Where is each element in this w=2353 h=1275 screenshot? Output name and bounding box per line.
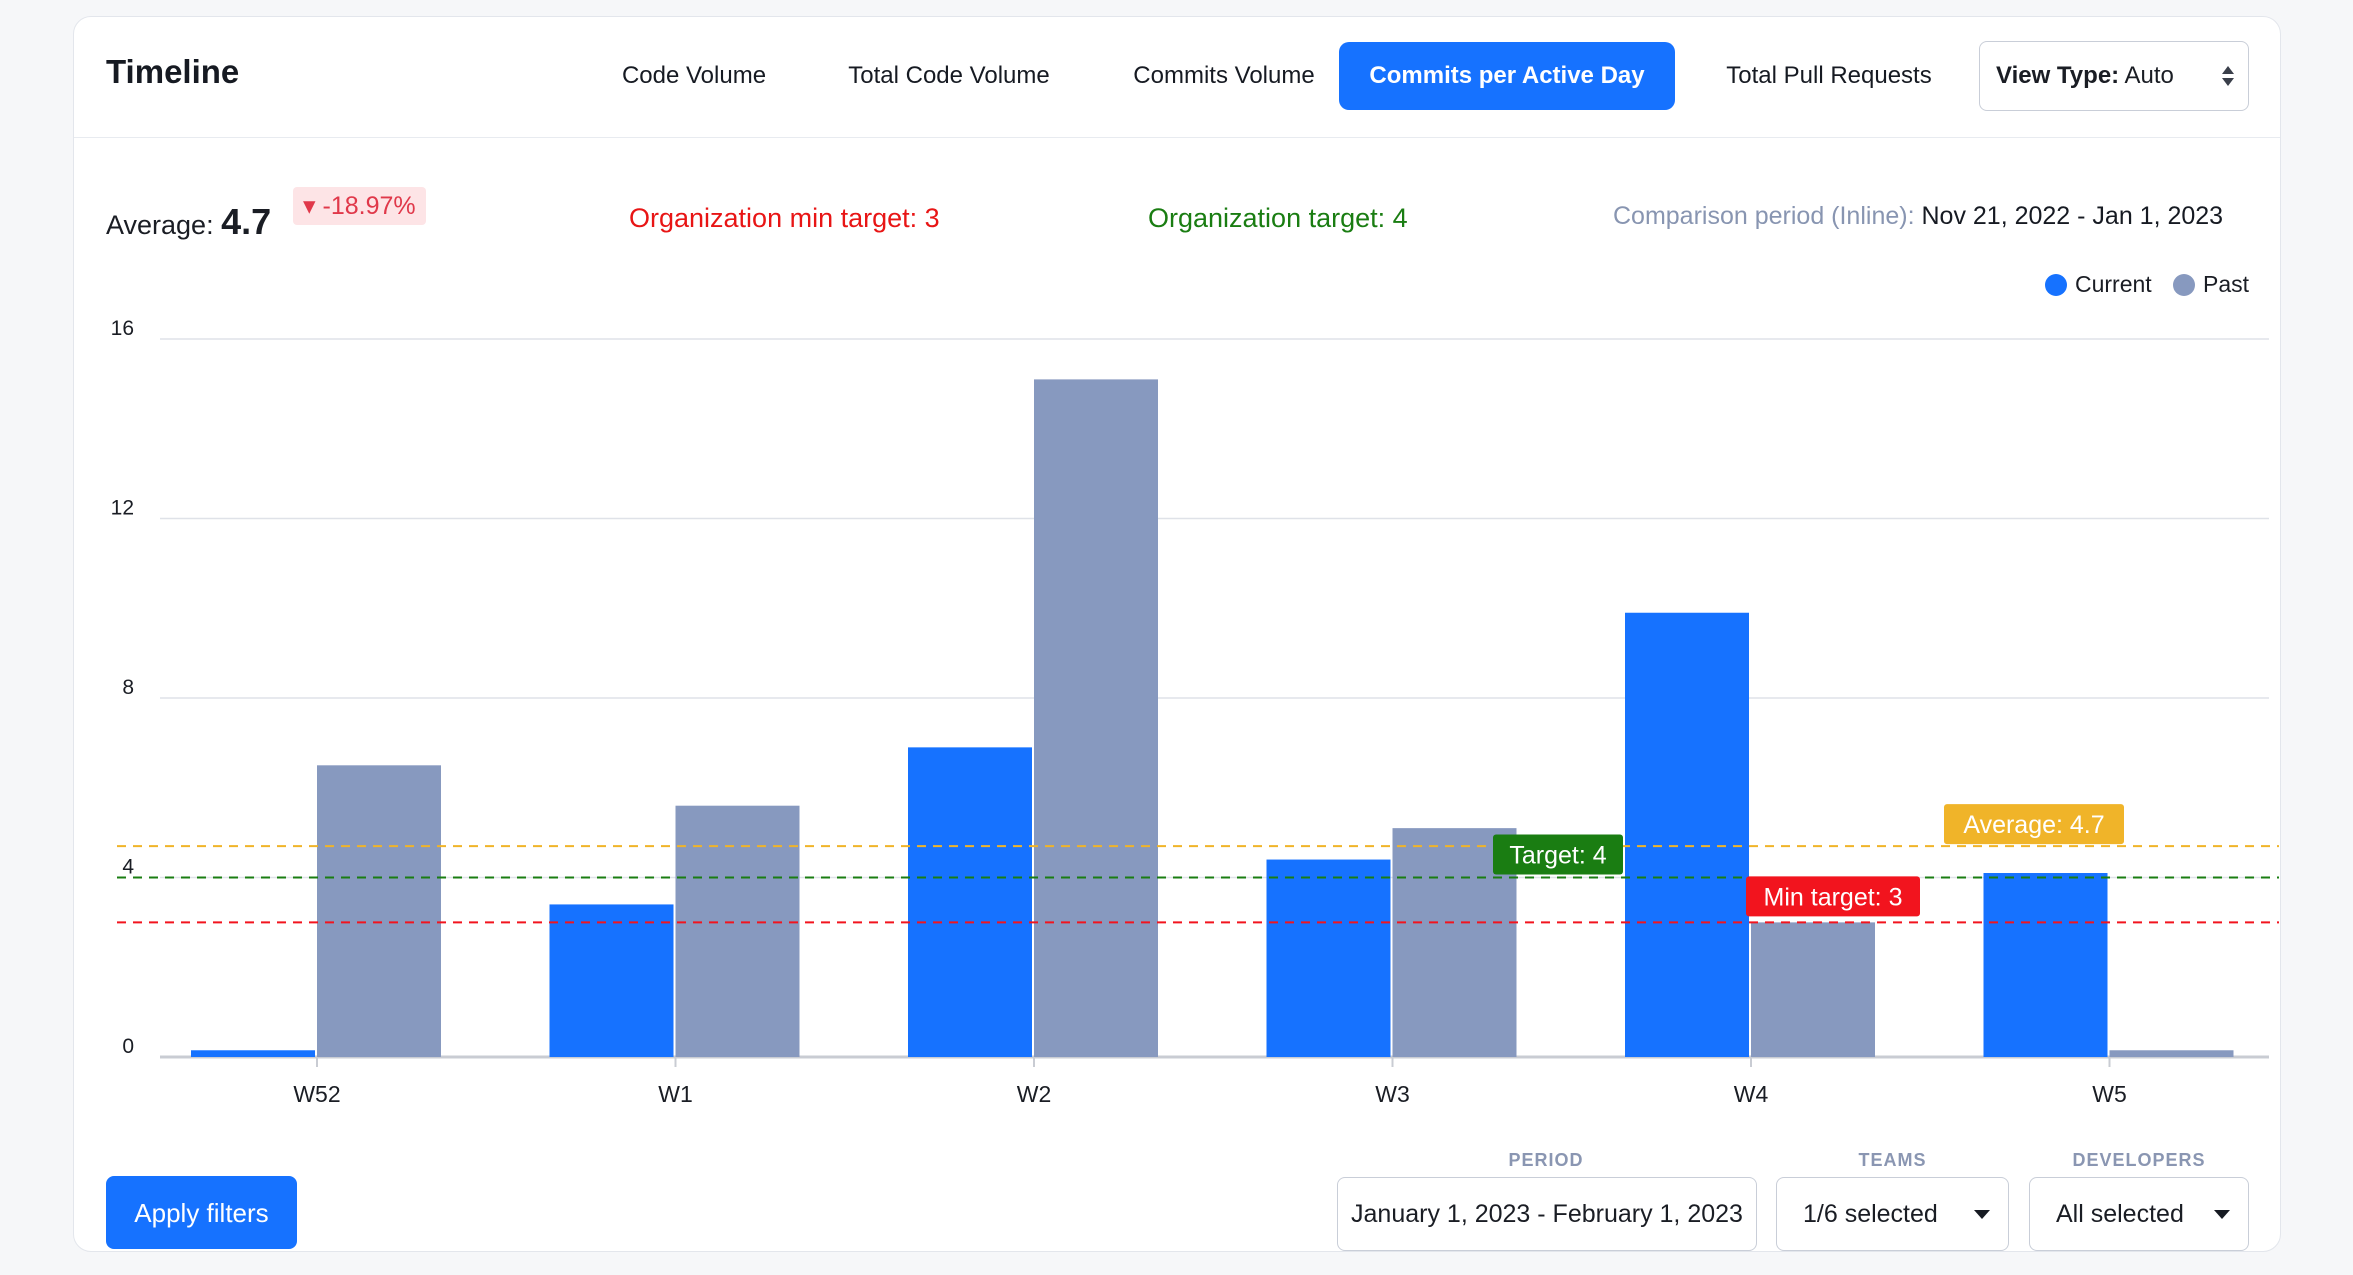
org-min-target: Organization min target: 3	[629, 203, 940, 233]
y-tick-label: 8	[122, 676, 134, 699]
bar-current-w52	[191, 1050, 315, 1057]
period-value: January 1, 2023 - February 1, 2023	[1351, 1200, 1743, 1228]
bar-current-w2	[908, 747, 1032, 1057]
average-delta-badge: ▾ -18.97%	[293, 187, 426, 225]
page-title: Timeline	[106, 53, 240, 90]
x-tick-label: W3	[1375, 1081, 1410, 1107]
apply-filters-button[interactable]: Apply filters	[106, 1176, 297, 1249]
teams-value: 1/6 selected	[1803, 1200, 1938, 1228]
bar-current-w1	[549, 904, 674, 1057]
y-tick-label: 4	[122, 856, 134, 879]
reference-label-2: Min target: 3	[1764, 883, 1903, 911]
x-tick-label: W1	[658, 1081, 693, 1107]
legend-past-swatch	[2173, 273, 2195, 296]
period-label: PERIOD	[1508, 1150, 1584, 1170]
period-picker[interactable]: January 1, 2023 - February 1, 2023	[1337, 1177, 1757, 1251]
comparison-label: Comparison period (Inline):	[1613, 202, 1915, 230]
average-stat: Average: 4.7	[106, 201, 271, 243]
bar-past-w1	[675, 805, 800, 1057]
bar-past-w52	[317, 765, 441, 1057]
x-tick-label: W2	[1017, 1081, 1052, 1107]
tab-total-code-volume[interactable]: Total Code Volume	[848, 62, 1050, 89]
bar-past-w2	[1034, 379, 1158, 1057]
tab-commits-volume[interactable]: Commits Volume	[1133, 62, 1315, 89]
view-type-label: View Type:	[1996, 62, 2120, 89]
tab-commits-per-active-day[interactable]: Commits per Active Day	[1339, 42, 1675, 110]
legend-current-swatch	[2045, 273, 2067, 296]
legend-past-label: Past	[2203, 271, 2250, 297]
reference-label-0: Average: 4.7	[1963, 811, 2104, 839]
y-tick-label: 0	[122, 1035, 134, 1058]
reference-label-bg-1	[1493, 834, 1623, 875]
legend-current[interactable]: Current	[2045, 271, 2152, 298]
bar-current-w5	[1983, 873, 2108, 1057]
x-tick-label: W52	[293, 1081, 340, 1107]
bar-current-w3	[1266, 859, 1391, 1057]
sort-updown-icon	[2222, 66, 2234, 86]
y-tick-label: 16	[111, 317, 134, 340]
developers-value: All selected	[2056, 1200, 2184, 1228]
chevron-down-icon	[2214, 1210, 2230, 1219]
y-tick-label: 12	[111, 497, 134, 520]
legend-current-label: Current	[2075, 271, 2152, 297]
comparison-period: Comparison period (Inline): Nov 21, 2022…	[1613, 202, 2223, 231]
reference-label-bg-0	[1944, 804, 2124, 845]
bar-past-w4	[1751, 922, 1875, 1057]
teams-select[interactable]: 1/6 selected	[1776, 1177, 2009, 1251]
tab-code-volume[interactable]: Code Volume	[621, 62, 767, 89]
reference-label-bg-2	[1746, 876, 1920, 917]
tab-total-pull-requests[interactable]: Total Pull Requests	[1726, 62, 1932, 89]
developers-select[interactable]: All selected	[2029, 1177, 2249, 1251]
bar-current-w4	[1625, 612, 1749, 1057]
view-type-select[interactable]: View Type: Auto	[1979, 41, 2249, 111]
bar-chart: 0 4 8 12 16 W52 W1 W2 W3 W4 W5 Average: 4.7 Target: …	[111, 317, 2279, 1107]
developers-label: DEVELOPERS	[2072, 1150, 2206, 1170]
teams-label: TEAMS	[1858, 1150, 1927, 1170]
average-value: 4.7	[221, 201, 272, 242]
bar-past-w5	[2109, 1050, 2234, 1057]
header-bar: Timeline Code Volume Total Code Volume C…	[74, 17, 2280, 138]
average-label: Average:	[106, 210, 214, 240]
comparison-dates: Nov 21, 2022 - Jan 1, 2023	[1921, 202, 2224, 230]
timeline-card: Timeline Code Volume Total Code Volume C…	[73, 16, 2281, 1252]
x-tick-label: W5	[2092, 1081, 2127, 1107]
reference-label-1: Target: 4	[1509, 842, 1606, 870]
legend-past[interactable]: Past	[2173, 271, 2249, 298]
x-tick-label: W4	[1734, 1081, 1769, 1107]
chevron-down-icon	[1974, 1210, 1990, 1219]
org-target: Organization target: 4	[1148, 203, 1408, 233]
view-type-value: Auto	[2124, 62, 2174, 89]
